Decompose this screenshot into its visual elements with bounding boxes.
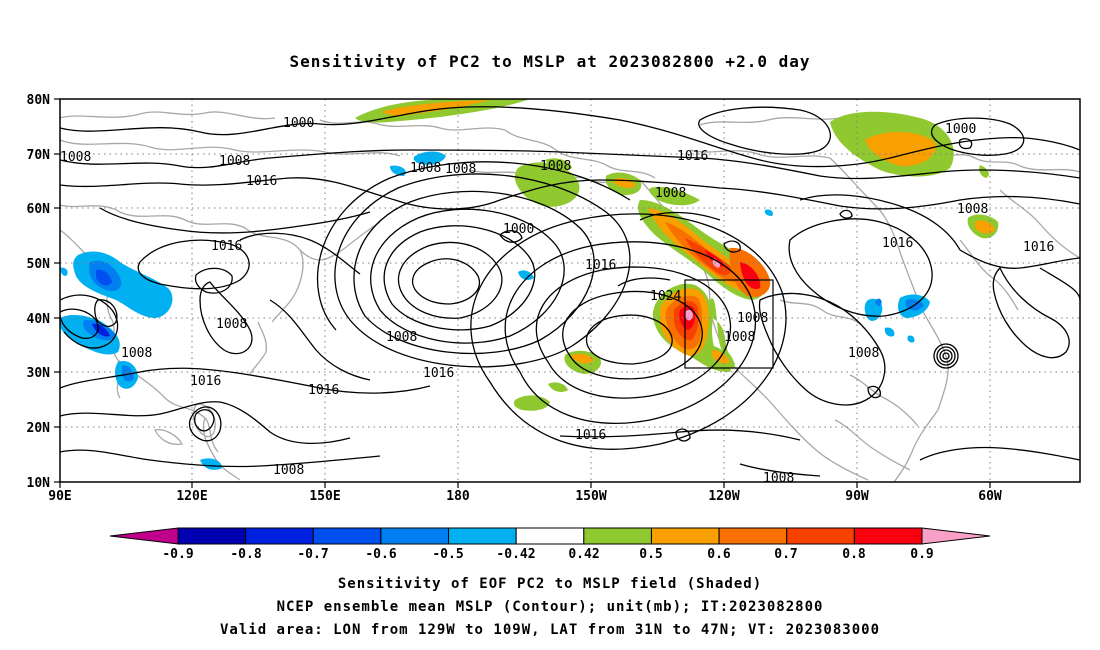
y-axis-labels: 10N 20N 30N 40N 50N 60N 70N 80N [27, 93, 51, 491]
x-tick-label: 90E [48, 489, 71, 504]
contour-label: 1008 [848, 346, 879, 361]
lat-lon-grid [60, 99, 1080, 482]
contour-label: 1008 [219, 154, 250, 169]
contour-label: 1000 [503, 222, 534, 237]
x-tick-label: 120E [176, 489, 207, 504]
colorbar-label: -0.8 [230, 547, 261, 562]
colorbar-label: -0.9 [162, 547, 193, 562]
y-tick-label: 30N [27, 366, 51, 381]
x-tick-label: 180 [446, 489, 470, 504]
colorbar-cells [177, 527, 923, 545]
y-tick-label: 20N [27, 421, 51, 436]
caption-line-1: Sensitivity of EOF PC2 to MSLP field (Sh… [338, 576, 762, 592]
colorbar-cell [380, 527, 450, 545]
contour-label: 1008 [386, 330, 417, 345]
colorbar-low-triangle [109, 527, 179, 545]
colorbar-cell [650, 527, 720, 545]
contour-label: 1016 [677, 149, 708, 164]
contour-label: 1016 [585, 258, 616, 273]
map-panel: 1000 1008 1016 1008 1016 1008 1008 1000 … [59, 98, 1081, 486]
contour-label: 1016 [575, 428, 606, 443]
contour-label: 1008 [60, 150, 91, 165]
colorbar-label: 0.7 [774, 547, 797, 562]
contour-label: 1008 [216, 317, 247, 332]
colorbar-cell [515, 527, 585, 545]
contour-label: 1000 [945, 122, 976, 137]
colorbar: -0.9 -0.8 -0.7 -0.6 -0.5 -0.42 0.42 0.5 … [109, 527, 991, 562]
contour-label: 1016 [423, 366, 454, 381]
figure-title: Sensitivity of PC2 to MSLP at 2023082800… [289, 52, 810, 71]
colorbar-label: 0.8 [842, 547, 866, 562]
contour-label: 1008 [273, 463, 304, 478]
contour-label: 1008 [737, 311, 768, 326]
contour-label: 1008 [724, 330, 755, 345]
colorbar-label: -0.6 [365, 547, 396, 562]
colorbar-cell [312, 527, 382, 545]
colorbar-cell [853, 527, 923, 545]
contour-label: 1008 [121, 346, 152, 361]
contour-label: 1008 [540, 159, 571, 174]
colorbar-label: 0.6 [707, 547, 731, 562]
captions: Sensitivity of EOF PC2 to MSLP field (Sh… [220, 576, 880, 638]
caption-line-3: Valid area: LON from 129W to 109W, LAT f… [220, 622, 880, 638]
contour-label: 1016 [211, 239, 242, 254]
coastlines [59, 111, 1081, 483]
contour-label: 1008 [445, 162, 476, 177]
colorbar-label: -0.5 [432, 547, 463, 562]
contour-label: 1008 [655, 186, 686, 201]
map-frame [59, 98, 1081, 483]
contour-label: 1000 [283, 116, 314, 131]
contour-label: 1008 [763, 471, 794, 486]
contour-label: 1024 [650, 289, 681, 304]
colorbar-cell [448, 527, 517, 545]
colorbar-labels: -0.9 -0.8 -0.7 -0.6 -0.5 -0.42 0.42 0.5 … [162, 547, 933, 562]
contour-label: 1016 [190, 374, 221, 389]
colorbar-cell [786, 527, 855, 545]
contour-label: 1008 [410, 161, 441, 176]
colorbar-high-triangle [921, 527, 991, 545]
colorbar-cell [718, 527, 788, 545]
y-tick-label: 70N [27, 148, 51, 163]
colorbar-label: 0.42 [568, 547, 599, 562]
colorbar-label: 0.5 [639, 547, 662, 562]
mslp-contours [59, 106, 1081, 477]
contour-label: 1016 [308, 383, 339, 398]
colorbar-label: -0.42 [496, 547, 535, 562]
x-axis-labels: 90E 120E 150E 180 150W 120W 90W 60W [48, 489, 1002, 504]
x-tick-label: 60W [978, 489, 1002, 504]
colorbar-cell [583, 527, 652, 545]
y-tick-label: 40N [27, 312, 51, 327]
y-tick-label: 80N [27, 93, 51, 108]
x-tick-label: 150W [575, 489, 606, 504]
x-tick-label: 150E [309, 489, 340, 504]
colorbar-label: 0.9 [910, 547, 933, 562]
caption-line-2: NCEP ensemble mean MSLP (Contour); unit(… [277, 599, 824, 615]
colorbar-label: -0.7 [297, 547, 328, 562]
x-tick-label: 90W [845, 489, 869, 504]
colorbar-cell [177, 527, 247, 545]
y-tick-label: 50N [27, 257, 51, 272]
contour-label-group: 1000 1008 1016 1008 1016 1008 1008 1000 … [60, 116, 1054, 486]
x-tick-label: 120W [708, 489, 739, 504]
axis-ticks [54, 98, 991, 488]
colorbar-cell [245, 527, 314, 545]
contour-label: 1008 [957, 202, 988, 217]
contour-label: 1016 [246, 174, 277, 189]
y-tick-label: 10N [27, 476, 51, 491]
contour-label: 1016 [1023, 240, 1054, 255]
contour-label: 1016 [882, 236, 913, 251]
valid-area-box [684, 279, 774, 369]
y-tick-label: 60N [27, 202, 51, 217]
